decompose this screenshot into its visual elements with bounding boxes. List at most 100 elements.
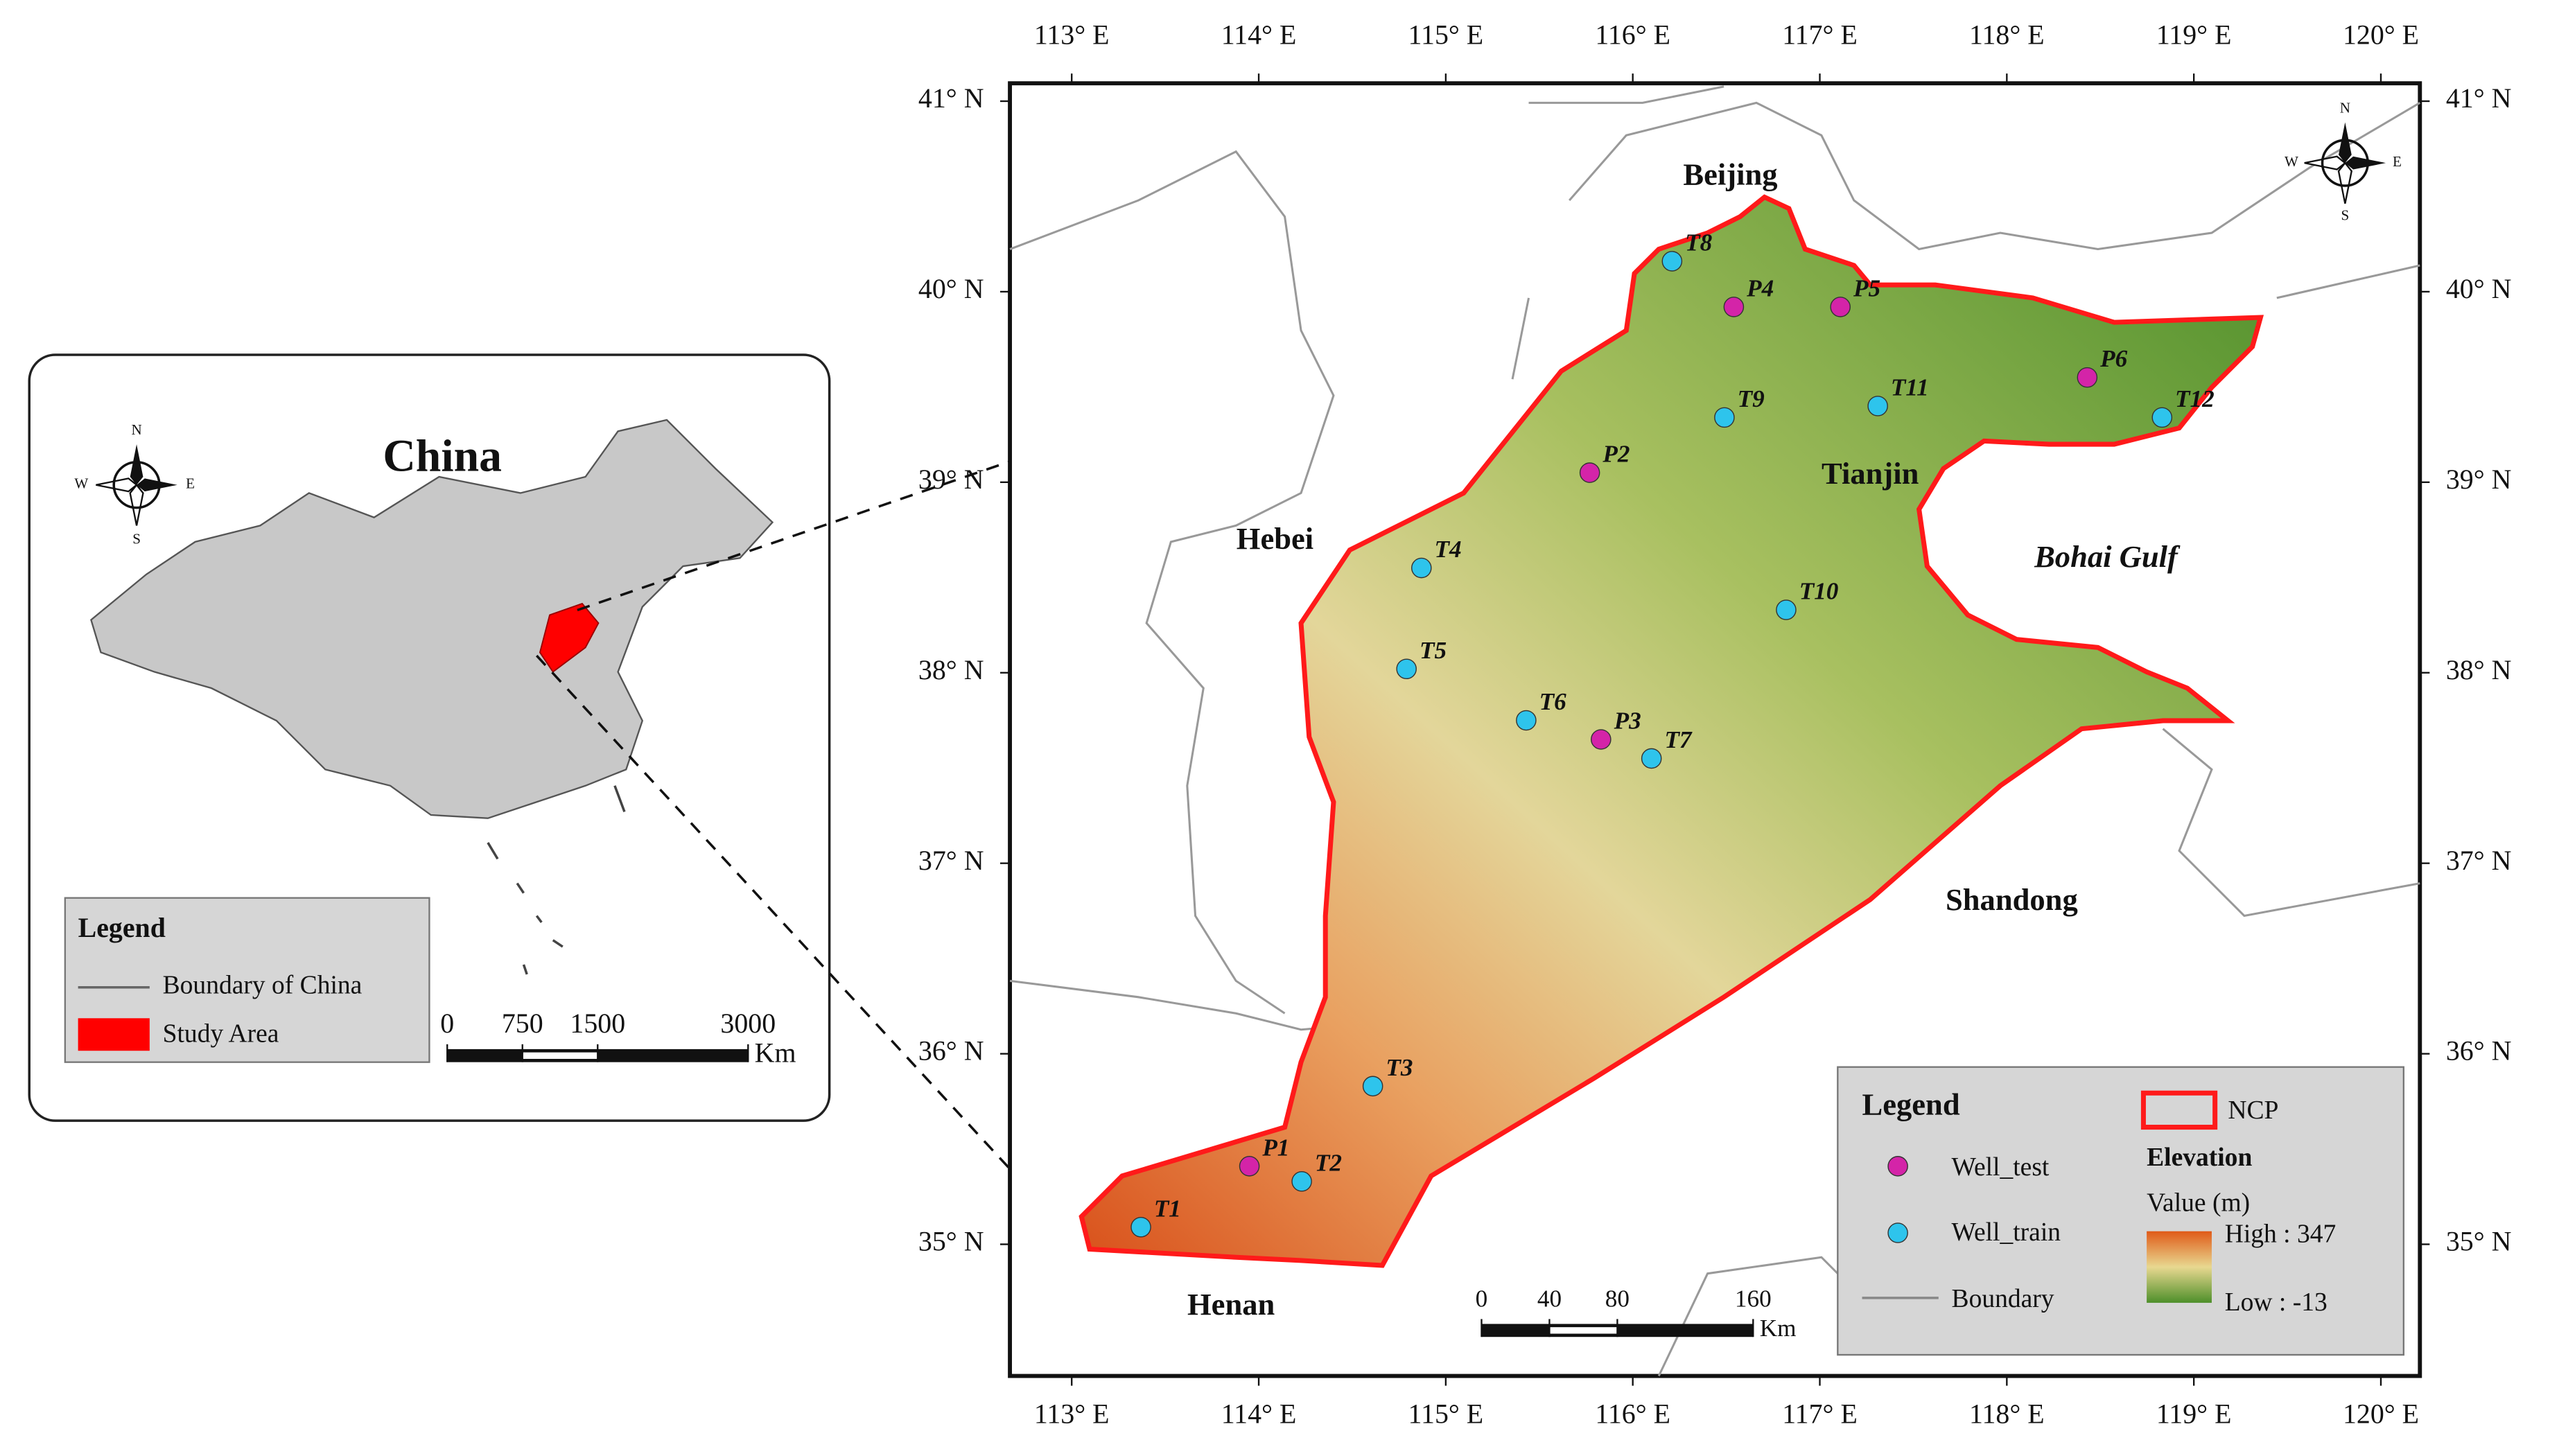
legend-ncp: NCP: [2228, 1096, 2278, 1125]
train-well: [1362, 1076, 1383, 1097]
region-label: Shandong: [1946, 882, 2078, 917]
map-ticks: 113° E 113° E 114° E 114° E 115° E 115° E 116°…: [918, 19, 2512, 1430]
lon-label: 116° E: [1595, 1398, 1670, 1429]
legend-well-test: Well_test: [1952, 1153, 2050, 1182]
lat-label: 37° N: [918, 845, 984, 876]
legend-high: High : 347: [2225, 1220, 2337, 1248]
lon-label: 114° E: [1221, 1398, 1297, 1429]
lon-label: 114° E: [1221, 19, 1297, 51]
test-well: [1723, 297, 1745, 317]
test-well-label: P5: [1853, 275, 1880, 302]
region-label: Bohai Gulf: [2034, 539, 2181, 574]
train-well-label: T9: [1738, 385, 1765, 412]
train-well: [1776, 599, 1797, 620]
train-well-label: T10: [1799, 578, 1839, 605]
compass-w: W: [2285, 153, 2298, 170]
lat-label: 41° N: [918, 82, 984, 114]
test-well: [2077, 367, 2098, 388]
scale-label: 40: [1537, 1286, 1562, 1313]
lat-label: 38° N: [918, 654, 984, 685]
train-well-label: T2: [1315, 1149, 1342, 1176]
lon-label: 113° E: [1034, 19, 1110, 51]
train-well: [1516, 710, 1537, 731]
scale-label: 160: [1735, 1286, 1772, 1313]
scale-label: 1500: [570, 1008, 625, 1039]
lat-label: 36° N: [2446, 1035, 2512, 1067]
train-well: [1867, 396, 1888, 416]
scale-label: 0: [440, 1008, 454, 1039]
lon-label: 120° E: [2343, 1398, 2419, 1429]
lat-label: 35° N: [918, 1226, 984, 1257]
lon-label: 115° E: [1408, 19, 1484, 51]
region-label: Henan: [1187, 1287, 1275, 1322]
lon-label: 120° E: [2343, 19, 2419, 51]
scale-label: 80: [1605, 1286, 1630, 1313]
test-well: [1579, 462, 1600, 483]
legend-elevation: Elevation: [2147, 1143, 2252, 1172]
legend-boundary: Boundary: [1952, 1285, 2054, 1313]
lat-label: 40° N: [918, 273, 984, 304]
test-well-label: P2: [1602, 441, 1630, 468]
train-well: [1291, 1170, 1312, 1192]
map-compass: N S W E: [2285, 100, 2402, 224]
legend-well-train: Well_train: [1952, 1218, 2061, 1247]
compass-s: S: [2341, 207, 2349, 223]
test-well-label: P4: [1746, 275, 1774, 302]
compass-n: N: [2340, 100, 2350, 116]
train-well: [1130, 1216, 1151, 1238]
legend-train-marker: [1887, 1222, 1908, 1243]
lat-label: 40° N: [2446, 273, 2512, 304]
study-area-inset: [539, 602, 600, 673]
scale-bar-segment: [1549, 1327, 1618, 1334]
map-legend: [1837, 1066, 2405, 1356]
lat-label: 39° N: [918, 464, 984, 495]
legend-boundary: Boundary of China: [163, 971, 363, 999]
train-well-label: T11: [1891, 374, 1929, 401]
test-well: [1239, 1156, 1260, 1177]
lon-label: 119° E: [2156, 1398, 2232, 1429]
inset-legend-title: Legend: [78, 912, 166, 943]
train-well-label: T6: [1539, 688, 1566, 715]
region-label: Hebei: [1237, 521, 1313, 556]
compass-s: S: [132, 530, 141, 547]
legend-value-unit: Value (m): [2147, 1189, 2250, 1218]
lon-label: 113° E: [1034, 1398, 1110, 1429]
train-well: [1396, 658, 1417, 680]
lon-label: 115° E: [1408, 1398, 1484, 1429]
lon-label: 117° E: [1782, 1398, 1858, 1429]
inset-compass: N S W E: [74, 421, 195, 547]
lon-label: 117° E: [1782, 19, 1858, 51]
region-label: Beijing: [1683, 157, 1777, 192]
scale-label: 3000: [720, 1008, 776, 1039]
test-well-label: P6: [2099, 345, 2127, 372]
compass-e: E: [186, 475, 195, 492]
study-area: [1078, 194, 2264, 1268]
train-well-label: T8: [1685, 229, 1712, 256]
inset-title: China: [383, 431, 502, 482]
scale-label: 750: [502, 1008, 543, 1039]
train-well: [2151, 407, 2173, 428]
legend-ncp-swatch: [2140, 1090, 2218, 1130]
train-well-label: T1: [1154, 1195, 1181, 1222]
connector: [535, 654, 1074, 1239]
islands: [487, 785, 626, 975]
legend-study-area: Study Area: [163, 1020, 279, 1049]
wells: P1 P2 P3 P4 P5 P6 T1 T2 T3 T4 T5 T6 T7 T8 T9 T10 T11 T12: [1130, 229, 2215, 1238]
lon-label: 118° E: [1969, 19, 2045, 51]
train-well: [1714, 407, 1735, 428]
train-well-label: T3: [1386, 1054, 1413, 1081]
test-well: [1591, 729, 1612, 750]
lat-label: 37° N: [2446, 845, 2512, 876]
legend-test-marker: [1887, 1156, 1908, 1177]
compass-e: E: [2393, 153, 2402, 170]
region-label: Tianjin: [1822, 456, 1919, 491]
lat-label: 36° N: [918, 1035, 984, 1067]
lat-label: 35° N: [2446, 1226, 2512, 1257]
train-well: [1411, 557, 1432, 579]
lon-label: 118° E: [1969, 1398, 2045, 1429]
lon-label: 116° E: [1595, 19, 1670, 51]
compass-w: W: [74, 475, 88, 492]
